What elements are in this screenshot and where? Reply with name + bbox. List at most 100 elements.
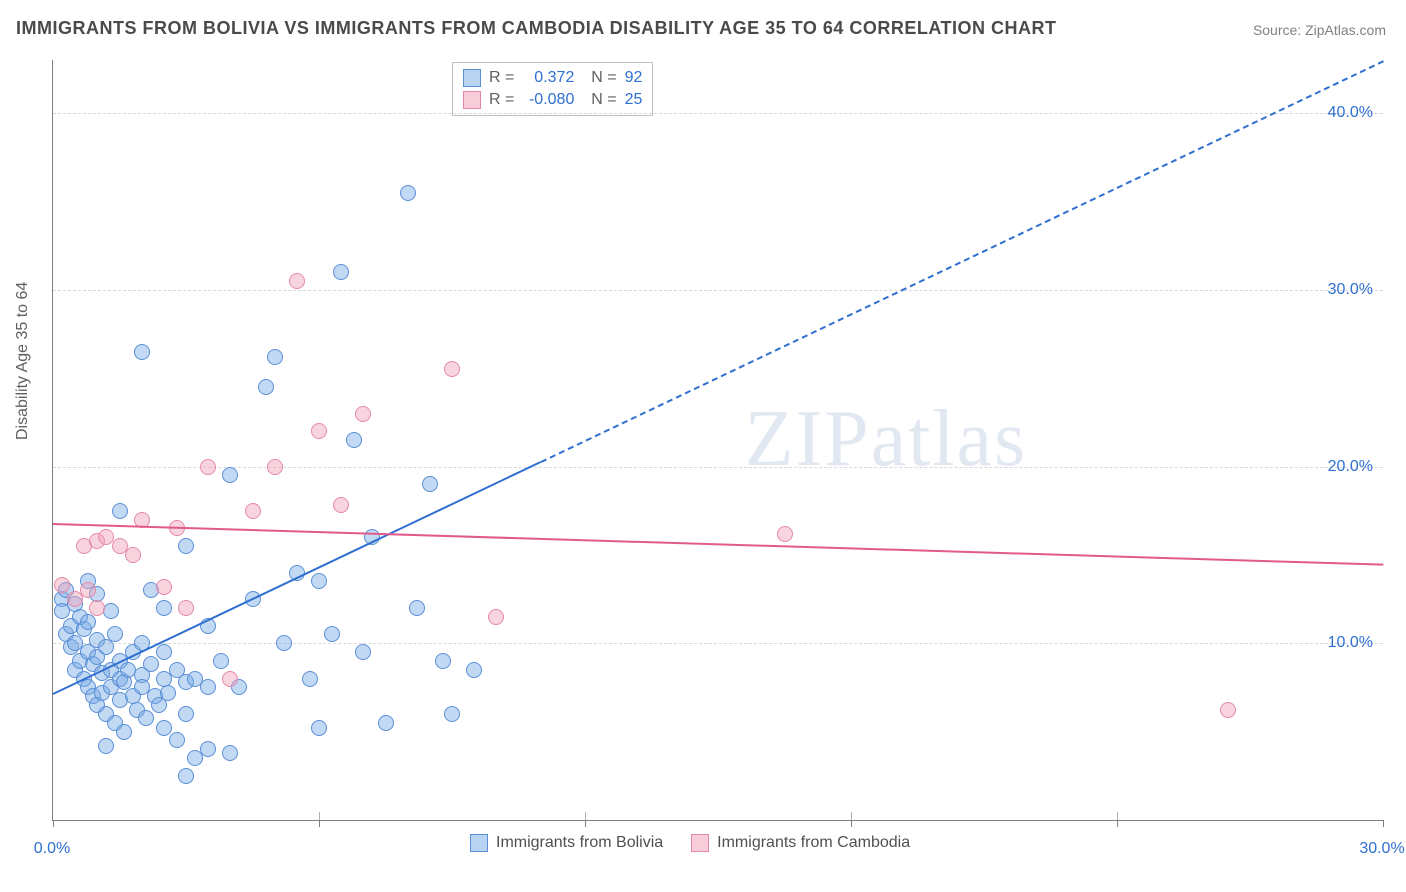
data-point	[178, 768, 194, 784]
data-point	[143, 656, 159, 672]
source-label: Source: ZipAtlas.com	[1253, 22, 1386, 38]
stat-r-label: R =	[489, 89, 514, 111]
data-point	[311, 720, 327, 736]
data-point	[258, 379, 274, 395]
x-tick	[1117, 820, 1118, 827]
trend-line	[53, 461, 542, 695]
data-point	[89, 600, 105, 616]
data-point	[222, 745, 238, 761]
data-point	[466, 662, 482, 678]
chart-title: IMMIGRANTS FROM BOLIVIA VS IMMIGRANTS FR…	[16, 18, 1057, 39]
y-tick-label: 20.0%	[1328, 458, 1373, 476]
plot-area: ZIPatlas R =0.372 N = 92R =-0.080 N = 25…	[52, 60, 1383, 821]
legend-item: Immigrants from Bolivia	[470, 834, 663, 852]
legend-label: Immigrants from Bolivia	[496, 834, 663, 852]
data-point	[200, 679, 216, 695]
gridline-v	[1117, 812, 1118, 820]
bottom-legend: Immigrants from Bolivia Immigrants from C…	[470, 834, 910, 852]
legend-label: Immigrants from Cambodia	[717, 834, 910, 852]
y-tick-label: 40.0%	[1328, 104, 1373, 122]
data-point	[378, 715, 394, 731]
data-point	[156, 600, 172, 616]
x-tick	[319, 820, 320, 827]
data-point	[346, 432, 362, 448]
x-tick	[1383, 820, 1384, 827]
data-point	[213, 653, 229, 669]
legend-swatch	[463, 69, 481, 87]
data-point	[324, 626, 340, 642]
data-point	[311, 573, 327, 589]
data-point	[488, 609, 504, 625]
data-point	[112, 503, 128, 519]
data-point	[311, 423, 327, 439]
data-point	[178, 600, 194, 616]
data-point	[116, 724, 132, 740]
data-point	[267, 349, 283, 365]
data-point	[125, 547, 141, 563]
gridline-h	[53, 643, 1383, 644]
stat-r-value: -0.080	[522, 89, 574, 111]
stats-legend-box: R =0.372 N = 92R =-0.080 N = 25	[452, 62, 653, 116]
x-tick-label: 30.0%	[1359, 840, 1404, 858]
data-point	[267, 459, 283, 475]
trend-line	[53, 523, 1383, 566]
gridline-h	[53, 113, 1383, 114]
data-point	[222, 467, 238, 483]
data-point	[156, 579, 172, 595]
data-point	[777, 526, 793, 542]
data-point	[444, 361, 460, 377]
stats-row: R =0.372 N = 92	[463, 67, 642, 89]
watermark: ZIPatlas	[745, 394, 1028, 485]
data-point	[200, 741, 216, 757]
data-point	[156, 644, 172, 660]
data-point	[169, 732, 185, 748]
data-point	[302, 671, 318, 687]
data-point	[178, 706, 194, 722]
stat-r-value: 0.372	[522, 67, 574, 89]
data-point	[435, 653, 451, 669]
data-point	[98, 738, 114, 754]
data-point	[134, 344, 150, 360]
stat-n-value: 25	[625, 89, 643, 111]
data-point	[276, 635, 292, 651]
y-tick-label: 10.0%	[1328, 634, 1373, 652]
data-point	[355, 406, 371, 422]
data-point	[1220, 702, 1236, 718]
data-point	[54, 577, 70, 593]
x-tick	[53, 820, 54, 827]
x-tick-label: 0.0%	[34, 840, 70, 858]
legend-item: Immigrants from Cambodia	[691, 834, 910, 852]
data-point	[400, 185, 416, 201]
legend-swatch	[470, 834, 488, 852]
gridline-v	[585, 812, 586, 820]
gridline-h	[53, 467, 1383, 468]
data-point	[333, 497, 349, 513]
gridline-v	[319, 812, 320, 820]
data-point	[222, 671, 238, 687]
gridline-v	[851, 812, 852, 820]
stat-r-label: R =	[489, 67, 514, 89]
data-point	[156, 720, 172, 736]
data-point	[355, 644, 371, 660]
data-point	[80, 582, 96, 598]
x-tick	[585, 820, 586, 827]
gridline-h	[53, 290, 1383, 291]
legend-swatch	[463, 91, 481, 109]
legend-swatch	[691, 834, 709, 852]
data-point	[80, 614, 96, 630]
data-point	[138, 710, 154, 726]
data-point	[289, 273, 305, 289]
stat-n-value: 92	[625, 67, 643, 89]
data-point	[178, 538, 194, 554]
stats-row: R =-0.080 N = 25	[463, 89, 642, 111]
data-point	[245, 503, 261, 519]
data-point	[160, 685, 176, 701]
data-point	[444, 706, 460, 722]
data-point	[409, 600, 425, 616]
y-tick-label: 30.0%	[1328, 281, 1373, 299]
data-point	[422, 476, 438, 492]
x-tick	[851, 820, 852, 827]
data-point	[200, 459, 216, 475]
data-point	[107, 626, 123, 642]
data-point	[333, 264, 349, 280]
